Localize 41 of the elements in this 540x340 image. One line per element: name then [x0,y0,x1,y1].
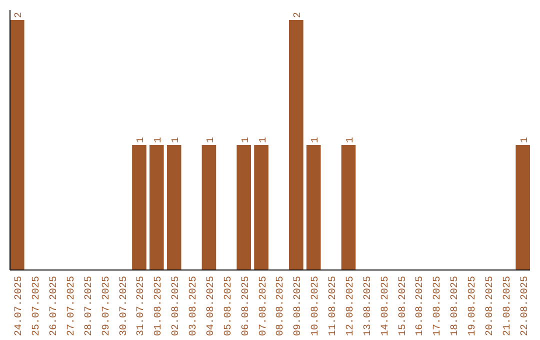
x-tick-label: 06.08.2025 [240,276,252,336]
data-label: 1 [206,136,217,143]
x-tick-label: 09.08.2025 [293,276,304,336]
x-tick-label: 05.08.2025 [223,276,234,336]
x-tick-label: 08.08.2025 [276,276,287,336]
x-tick-label: 19.08.2025 [468,276,479,336]
x-tick-label: 03.08.2025 [188,276,200,336]
x-tick-label: 28.07.2025 [84,276,95,336]
data-label: 1 [136,136,148,143]
x-tick-label: 02.08.2025 [171,276,182,336]
x-tick-label: 30.07.2025 [118,276,130,336]
data-label: 1 [258,136,270,143]
x-tick-label: 01.08.2025 [154,276,165,336]
x-tick-label: 29.07.2025 [101,276,112,336]
data-label: 1 [171,136,182,143]
data-label: 1 [520,136,531,143]
data-label: 1 [154,136,165,143]
x-tick-label: 26.07.2025 [49,276,60,336]
x-tick-label: 11.08.2025 [328,276,340,336]
x-tick-label: 21.08.2025 [502,276,514,336]
x-tick-label: 20.08.2025 [484,276,496,336]
x-tick-label: 31.07.2025 [136,276,148,336]
data-label: 1 [310,136,322,143]
x-tick-label: 07.08.2025 [258,276,270,336]
x-tick-label: 17.08.2025 [432,276,444,336]
x-tick-label: 13.08.2025 [362,276,374,336]
x-tick-label: 25.07.2025 [32,276,43,336]
data-label: 1 [240,136,252,143]
x-tick-label: 18.08.2025 [450,276,462,336]
x-tick-label: 10.08.2025 [310,276,322,336]
data-label: 1 [345,136,356,143]
x-tick-label: 15.08.2025 [398,276,409,336]
data-label: 2 [14,12,26,18]
x-tick-label: 16.08.2025 [415,276,426,336]
x-tick-label: 04.08.2025 [206,276,217,336]
x-tick-label: 12.08.2025 [345,276,356,336]
x-tick-label: 14.08.2025 [380,276,392,336]
data-label: 2 [293,12,304,18]
x-tick-label: 27.07.2025 [66,276,78,336]
x-tick-label: 24.07.2025 [14,276,26,336]
x-tick-label: 22.08.2025 [520,276,531,336]
